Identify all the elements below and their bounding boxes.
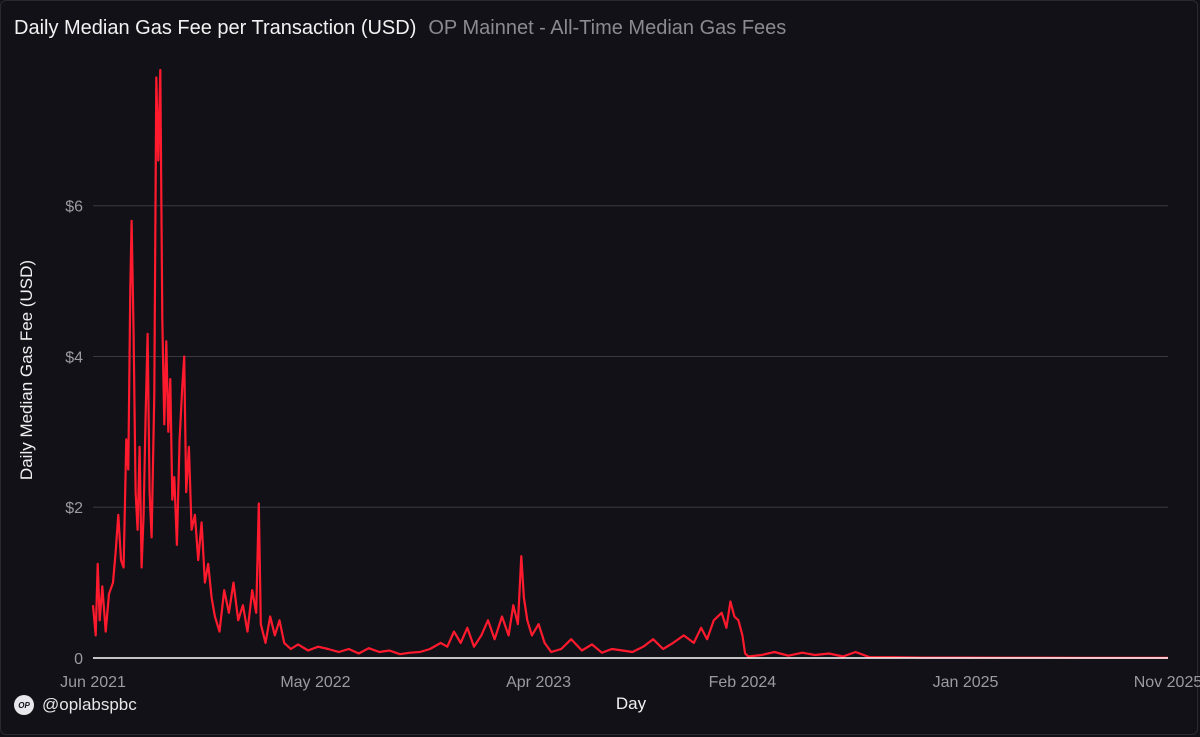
y-tick-label: $2 — [65, 500, 83, 517]
attribution-handle: @oplabspbc — [42, 695, 137, 714]
y-axis-ticks: 0 $2 $4 $6 — [65, 199, 83, 668]
y-tick-label: 0 — [74, 651, 83, 668]
gridlines — [93, 205, 1168, 508]
chart-title: Daily Median Gas Fee per Transaction (US… — [14, 17, 417, 39]
y-tick-label: $4 — [65, 349, 83, 366]
x-tick-label: Jan 2025 — [933, 674, 999, 691]
chart-subtitle: OP Mainnet - All-Time Median Gas Fees — [428, 17, 787, 39]
x-tick-label: Nov 2025 — [1134, 674, 1200, 691]
op-logo-icon: OP — [14, 695, 34, 715]
x-tick-label: Apr 2023 — [506, 674, 571, 691]
series-layer — [91, 68, 1168, 659]
series-line-0 — [91, 68, 1168, 659]
x-axis-ticks: Jun 2021 May 2022 Apr 2023 Feb 2024 Jan 2025… — [60, 674, 1200, 691]
y-axis-title: Daily Median Gas Fee (USD) — [17, 260, 36, 480]
x-tick-label: Feb 2024 — [709, 674, 777, 691]
x-axis-title: Day — [616, 694, 647, 713]
y-tick-label: $6 — [65, 199, 83, 216]
footer: OP @oplabspbc — [14, 695, 137, 715]
chart-header: Daily Median Gas Fee per Transaction (US… — [14, 17, 786, 43]
x-tick-label: May 2022 — [280, 674, 350, 691]
x-tick-label: Jun 2021 — [60, 674, 126, 691]
